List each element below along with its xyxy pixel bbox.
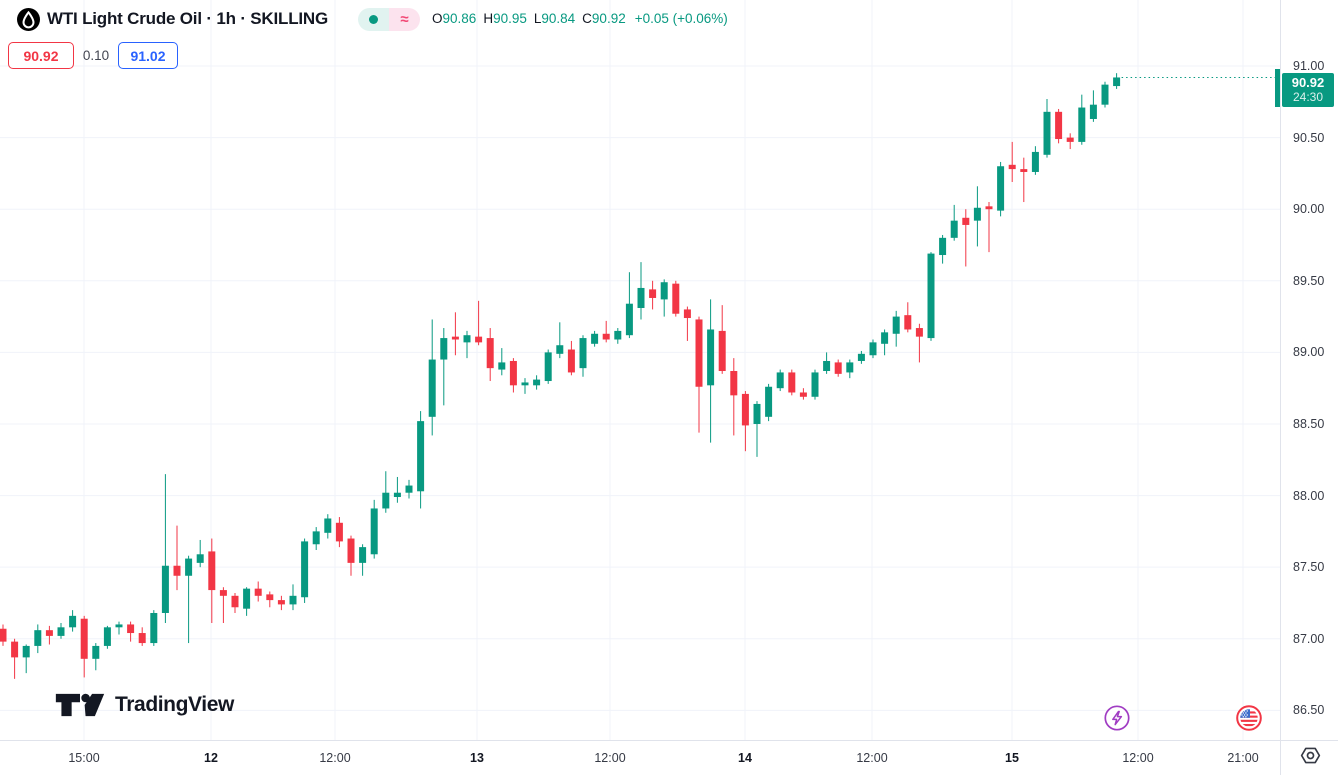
price-tick-label: 88.00 [1293,488,1325,503]
time-tick-label: 15 [1005,751,1019,765]
time-tick-label: 12 [204,751,218,765]
ohlc-field: L90.84 [533,11,576,26]
sell-button[interactable]: 90.92 [8,42,74,69]
ohlc-values: O90.86 H90.95 L90.84 C90.92 +0.05 (+0.06%) [432,11,728,26]
price-tick-label: 89.50 [1293,273,1325,288]
hexagon-settings-icon[interactable] [1298,743,1323,773]
market-status-pill: ≈ [358,8,420,31]
badge-price: 90.92 [1291,75,1325,91]
price-tick-label: 88.50 [1293,416,1325,431]
badge-countdown: 24:30 [1292,90,1324,105]
tradingview-mark-icon [55,693,105,717]
price-tick-label: 90.50 [1293,130,1325,145]
ohlc-field: C90.92 [582,11,626,26]
lightning-bolt-icon[interactable] [1104,705,1130,731]
price-tick-label: 90.00 [1293,202,1325,217]
gridlines [0,0,1280,740]
tradingview-logo[interactable]: TradingView [54,692,234,718]
time-tick-label: 12:00 [319,751,351,765]
candlestick-chart[interactable] [0,0,1280,740]
time-tick-label: 15:00 [68,751,100,765]
price-tick-label: 87.00 [1293,631,1325,646]
symbol-row: WTI Light Crude Oil · 1h · SKILLING [17,7,328,31]
axis-settings-corner[interactable] [1280,740,1338,775]
tradingview-wordmark: TradingView [115,693,234,716]
ohlc-field: O90.86 [432,11,477,26]
buy-button[interactable]: 91.02 [118,42,178,69]
trade-buttons-row: 90.92 0.10 91.02 [8,42,178,69]
price-tick-label: 86.50 [1293,703,1325,718]
time-tick-label: 14 [738,751,752,765]
last-price-badge: 90.92 24:30 [1282,73,1334,108]
time-tick-label: 12:00 [1122,751,1154,765]
time-tick-label: 12:00 [856,751,888,765]
chart-plot-area[interactable]: WTI Light Crude Oil · 1h · SKILLING ≈ O9… [0,0,1280,740]
symbol-title[interactable]: WTI Light Crude Oil · 1h · SKILLING [47,9,329,28]
time-tick-label: 21:00 [1227,751,1259,765]
time-axis[interactable]: 15:00 12 12:00 13 12:00 14 12:00 15 12:00 21:00 [0,740,1280,775]
oil-drop-icon [17,7,40,31]
last-price-edge-bar [1275,69,1280,107]
time-tick-label: 12:00 [594,751,626,765]
candles-layer [0,73,1121,679]
price-tick-label: 91.00 [1293,59,1325,73]
price-tick-label: 89.00 [1293,345,1325,360]
change-value: +0.05 (+0.06%) [634,11,728,26]
approx-delayed-icon[interactable]: ≈ [389,8,420,31]
price-axis[interactable]: 90.92 24:30 91.00 90.50 90.00 89.50 89.00 88.… [1280,0,1338,740]
price-tick-label: 87.50 [1293,560,1325,575]
us-flag-icon[interactable] [1236,705,1262,731]
ohlc-field: H90.95 [483,11,527,26]
spread-value: 0.10 [82,48,110,63]
time-tick-label: 13 [470,751,484,765]
market-open-dot-icon[interactable] [358,8,389,31]
